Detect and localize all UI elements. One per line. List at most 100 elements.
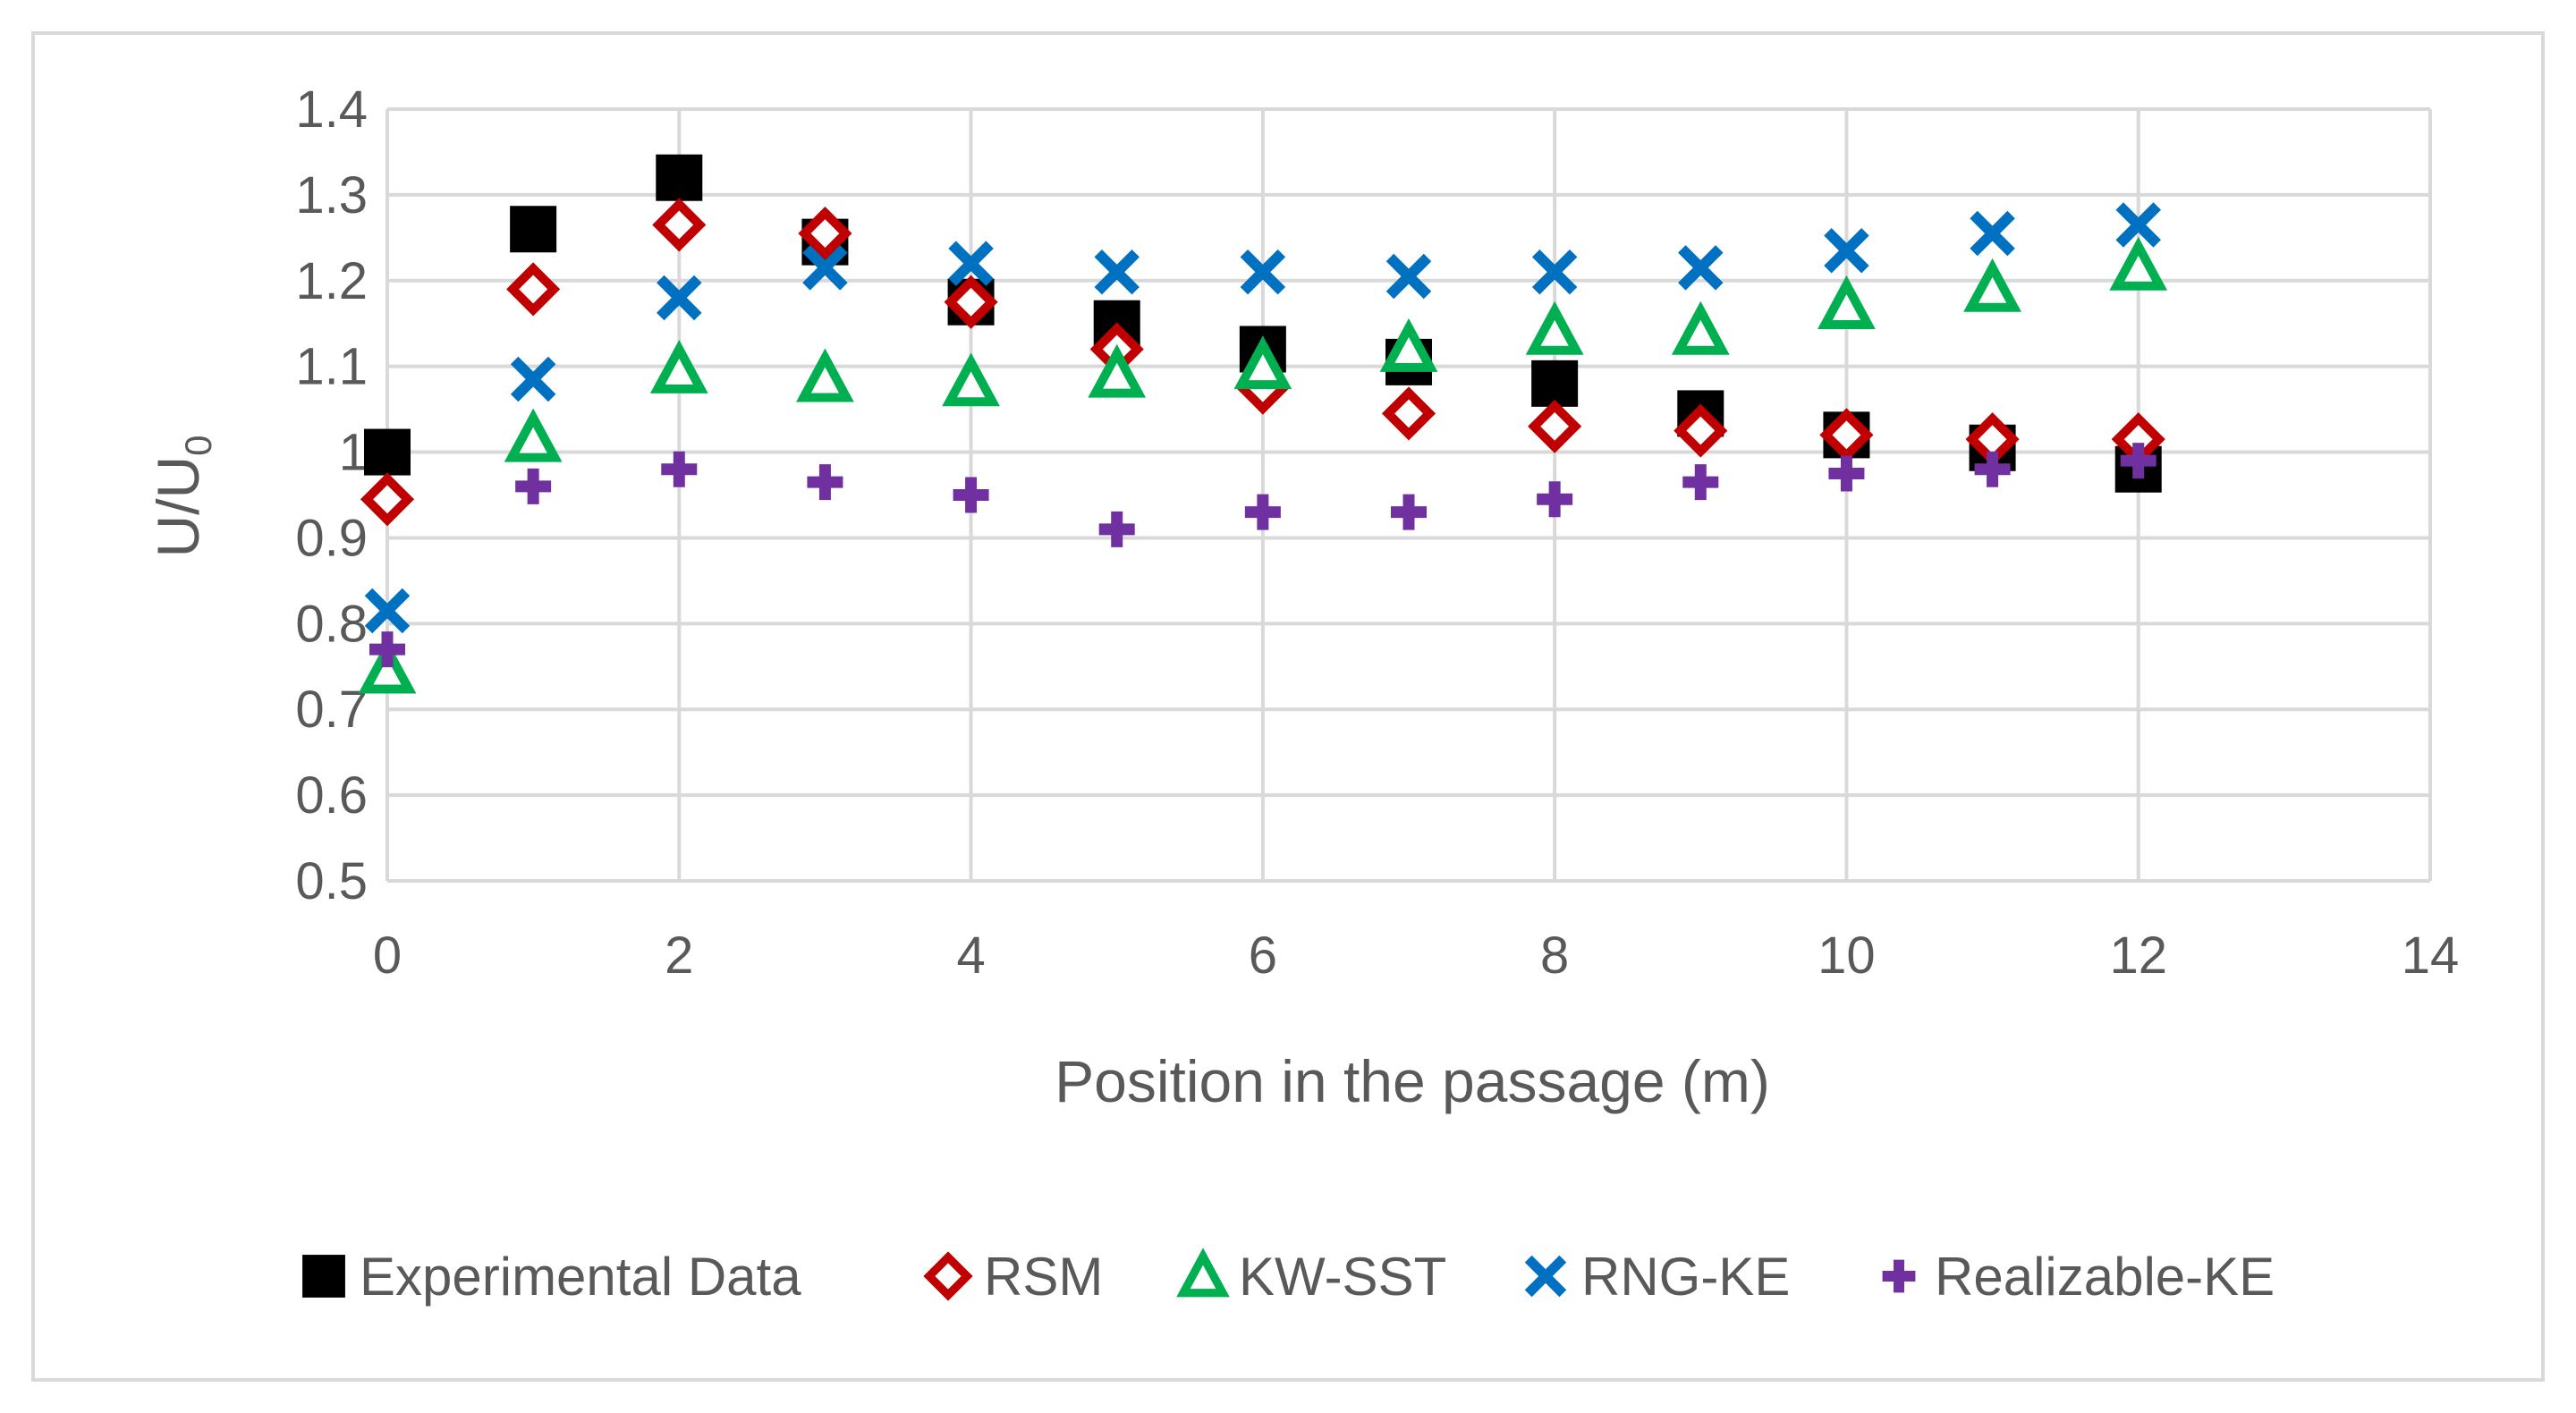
data-point-rng-ke xyxy=(510,356,556,402)
data-point-experimental-data xyxy=(364,428,411,476)
data-point-experimental-data xyxy=(1531,360,1579,407)
data-point-kw-sst xyxy=(504,408,563,462)
data-point-kw-sst xyxy=(1088,343,1147,398)
y-tick-label: 0.6 xyxy=(295,766,368,825)
data-point-realizable-ke xyxy=(1828,455,1865,492)
legend-marker-kw-sst xyxy=(1176,1248,1230,1298)
series-kw-sst xyxy=(358,236,2168,694)
y-axis-title: U/U0 xyxy=(145,435,219,557)
legend-item-rng-ke: RNG-KE xyxy=(1524,1247,1790,1307)
chart-border xyxy=(31,31,2545,1382)
x-tick-label: 2 xyxy=(665,926,693,985)
data-point-realizable-ke xyxy=(1537,481,1573,518)
data-point-realizable-ke xyxy=(661,451,698,487)
data-point-kw-sst xyxy=(358,639,417,694)
legend-label-realizable-ke: Realizable-KE xyxy=(1935,1247,2275,1307)
data-point-rsm xyxy=(1381,386,1436,441)
legend: Experimental Data RSM KW-SST RNG-KE Realizab… xyxy=(302,1247,2275,1307)
data-point-realizable-ke xyxy=(515,468,552,504)
data-point-kw-sst xyxy=(649,339,708,393)
data-point-kw-sst xyxy=(1818,275,1876,329)
data-point-experimental-data xyxy=(510,206,557,253)
legend-item-rsm: RSM xyxy=(923,1247,1103,1307)
data-point-realizable-ke xyxy=(1682,464,1719,501)
data-point-realizable-ke xyxy=(369,631,405,668)
data-point-kw-sst xyxy=(796,348,854,402)
y-axis-tick-labels: 0.5 0.6 0.7 0.8 0.9 1 1.1 1.2 1.3 1.4 xyxy=(295,80,368,910)
y-tick-label: 1.1 xyxy=(295,338,368,396)
data-point-rsm xyxy=(1528,399,1582,453)
data-point-realizable-ke xyxy=(2120,443,2157,479)
x-tick-label: 6 xyxy=(1249,926,1277,985)
data-point-rng-ke xyxy=(948,241,994,286)
data-points xyxy=(358,154,2168,694)
x-tick-label: 8 xyxy=(1540,926,1569,985)
legend-label-rsm: RSM xyxy=(984,1247,1103,1307)
legend-marker-experimental-data xyxy=(302,1255,345,1298)
legend-marker-rsm xyxy=(923,1251,973,1301)
data-point-rng-ke xyxy=(1094,249,1140,295)
data-point-kw-sst xyxy=(942,352,1000,407)
data-point-realizable-ke xyxy=(1391,494,1427,530)
x-axis-tick-labels: 0 2 4 6 8 10 12 14 xyxy=(373,926,2459,985)
y-tick-label: 0.9 xyxy=(295,509,368,567)
data-point-kw-sst xyxy=(1671,300,1730,355)
y-tick-label: 0.5 xyxy=(295,852,368,910)
y-tick-label: 0.8 xyxy=(295,595,368,653)
data-point-rng-ke xyxy=(1385,253,1432,300)
y-axis-title-main: U/U xyxy=(145,456,211,558)
series-realizable-ke xyxy=(369,443,2157,668)
y-tick-label: 1.4 xyxy=(295,80,368,139)
series-rng-ke xyxy=(364,202,2161,634)
legend-item-experimental-data: Experimental Data xyxy=(302,1247,801,1307)
legend-marker-rng-ke xyxy=(1524,1255,1567,1298)
data-point-kw-sst xyxy=(1379,317,1438,372)
data-point-rng-ke xyxy=(657,275,702,321)
data-point-rsm xyxy=(1819,408,1874,462)
data-point-rng-ke xyxy=(364,588,411,634)
y-axis-title-subscript: 0 xyxy=(177,435,219,455)
data-point-experimental-data xyxy=(656,154,703,201)
x-tick-label: 14 xyxy=(2402,926,2460,985)
data-point-rsm xyxy=(798,206,852,261)
x-tick-label: 0 xyxy=(373,926,402,985)
data-point-realizable-ke xyxy=(1974,451,2011,487)
data-point-rng-ke xyxy=(1678,245,1724,291)
y-tick-label: 0.7 xyxy=(295,681,368,739)
x-tick-label: 10 xyxy=(1818,926,1876,985)
data-point-rsm xyxy=(652,198,707,252)
data-point-kw-sst xyxy=(1963,258,2021,312)
data-point-realizable-ke xyxy=(807,464,843,501)
legend-label-kw-sst: KW-SST xyxy=(1239,1247,1446,1307)
data-point-rng-ke xyxy=(1240,249,1286,295)
data-point-rsm xyxy=(360,472,415,527)
data-point-kw-sst xyxy=(1525,300,1584,355)
data-point-rng-ke xyxy=(802,245,848,291)
legend-item-kw-sst: KW-SST xyxy=(1176,1247,1446,1307)
data-point-realizable-ke xyxy=(1098,511,1135,547)
data-point-kw-sst xyxy=(1233,335,1292,390)
y-tick-label: 1.3 xyxy=(295,166,368,224)
legend-label-rng-ke: RNG-KE xyxy=(1581,1247,1790,1307)
x-axis-title: Position in the passage (m) xyxy=(1055,1048,1770,1114)
series-rsm xyxy=(360,198,2165,527)
data-point-rsm xyxy=(944,275,998,329)
data-point-rng-ke xyxy=(2115,202,2161,248)
data-point-realizable-ke xyxy=(953,477,989,513)
data-point-rsm xyxy=(506,262,561,317)
legend-label-experimental-data: Experimental Data xyxy=(360,1247,801,1307)
data-point-rng-ke xyxy=(1531,249,1578,295)
y-tick-label: 1.2 xyxy=(295,252,368,310)
data-point-rng-ke xyxy=(1970,210,2015,257)
data-point-rsm xyxy=(1674,403,1728,458)
data-point-rng-ke xyxy=(1824,227,1869,274)
data-point-kw-sst xyxy=(2109,236,2168,291)
x-tick-label: 12 xyxy=(2109,926,2167,985)
data-point-realizable-ke xyxy=(1244,494,1281,530)
legend-marker-realizable-ke xyxy=(1882,1259,1916,1293)
legend-item-realizable-ke: Realizable-KE xyxy=(1882,1247,2275,1307)
y-tick-label: 1 xyxy=(339,424,368,482)
x-tick-label: 4 xyxy=(956,926,985,985)
